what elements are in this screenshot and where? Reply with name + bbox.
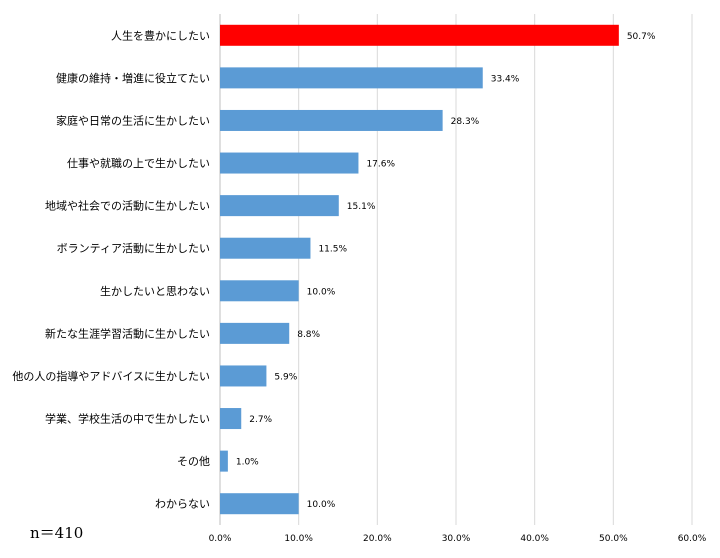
bar <box>220 365 267 387</box>
bar <box>220 237 311 259</box>
data-label: 15.1% <box>347 202 376 212</box>
bar <box>220 24 619 46</box>
data-label: 8.8% <box>297 330 320 340</box>
category-label: 新たな生涯学習活動に生かしたい <box>45 326 210 340</box>
x-tick-label: 0.0% <box>209 534 232 544</box>
category-label: 学業、学校生活の中で生かしたい <box>45 412 210 426</box>
category-label: 人生を豊かにしたい <box>111 28 210 42</box>
data-label: 17.6% <box>366 160 395 170</box>
sample-size-note: n＝410 <box>30 524 84 542</box>
category-label: 家庭や日常の生活に生かしたい <box>56 113 210 127</box>
bar <box>220 450 228 472</box>
category-label: ボランティア活動に生かしたい <box>57 241 210 255</box>
data-label: 10.0% <box>307 500 336 510</box>
data-label: 28.3% <box>451 117 480 127</box>
bar <box>220 109 443 131</box>
bar <box>220 493 299 515</box>
bar <box>220 280 299 302</box>
x-tick-label: 50.0% <box>599 534 628 544</box>
category-label: 生かしたいと思わない <box>100 284 210 298</box>
bar <box>220 408 242 430</box>
category-label: 健康の維持・増進に役立てたい <box>56 71 210 85</box>
category-label: その他 <box>177 455 210 468</box>
data-label: 33.4% <box>491 74 520 84</box>
data-label: 11.5% <box>318 245 347 255</box>
x-tick-label: 40.0% <box>520 534 549 544</box>
x-tick-label: 10.0% <box>284 534 313 544</box>
data-label: 10.0% <box>307 287 336 297</box>
data-label: 5.9% <box>274 372 297 382</box>
x-tick-label: 20.0% <box>363 534 392 544</box>
category-label: 他の人の指導やアドバイスに生かしたい <box>12 369 210 383</box>
bar <box>220 195 339 217</box>
bar <box>220 67 483 89</box>
bar <box>220 322 290 344</box>
data-label: 1.0% <box>236 458 259 468</box>
x-tick-label: 60.0% <box>678 534 707 544</box>
category-label: わからない <box>155 498 210 511</box>
category-label: 仕事や就職の上で生かしたい <box>67 156 210 170</box>
data-label: 2.7% <box>249 415 272 425</box>
data-label: 50.7% <box>627 32 656 42</box>
x-tick-label: 30.0% <box>442 534 471 544</box>
bar <box>220 152 359 174</box>
category-label: 地域や社会での活動に生かしたい <box>45 199 210 213</box>
